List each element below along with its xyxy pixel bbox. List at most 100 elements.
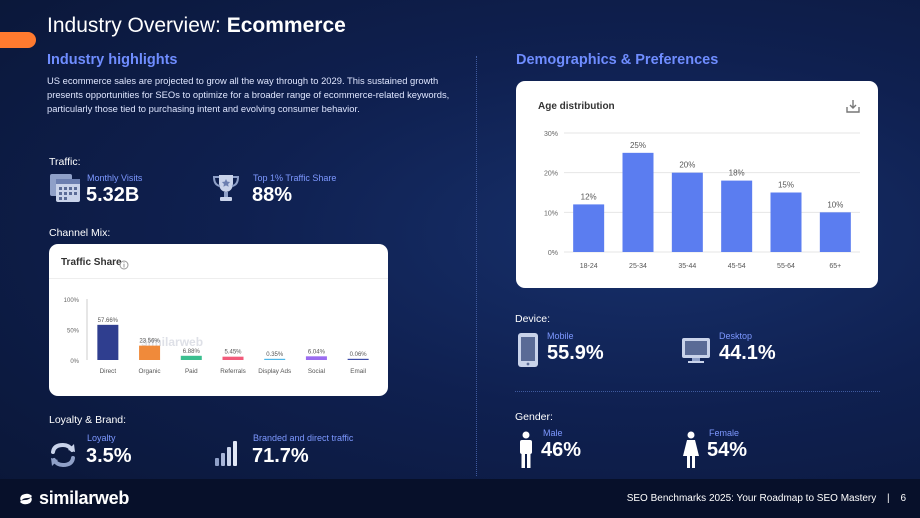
traffic-share-card: Traffic Share 100% 50% 0% similarweb 57.66% D… <box>49 244 388 396</box>
y-tick-label: 50% <box>67 329 80 335</box>
data-label: 18% <box>729 169 745 178</box>
bar-display-ads <box>264 358 286 360</box>
bar-age-55-64 <box>770 192 802 252</box>
bar-referrals <box>222 356 244 360</box>
x-tick-label: 55-64 <box>777 263 795 270</box>
bar-paid <box>180 355 202 360</box>
y-tick-label: 100% <box>64 298 80 304</box>
branded-direct-label: Branded and direct traffic <box>253 433 354 443</box>
x-tick-label: 35-44 <box>678 263 696 270</box>
traffic-share-card-title: Traffic Share <box>61 257 122 268</box>
channel-mix-chart: 100% 50% 0% similarweb 57.66% Direct 23.56% Org… <box>64 298 369 375</box>
data-label: 57.66% <box>98 318 119 324</box>
bar-age-25-34 <box>622 152 654 252</box>
data-label: 12% <box>581 192 597 201</box>
loyalty-label: Loyalty <box>87 433 116 443</box>
calendar-icon <box>50 174 80 207</box>
bar-age-18-24 <box>573 204 605 252</box>
x-tick-label: 18-24 <box>580 263 598 270</box>
male-value: 46% <box>541 439 582 461</box>
x-tick-label: 25-34 <box>629 263 647 270</box>
bar-email <box>347 358 369 360</box>
data-label: 6.04% <box>308 349 326 355</box>
y-tick-label: 0% <box>548 250 558 257</box>
data-label: 15% <box>778 181 794 190</box>
y-tick-label: 20% <box>544 171 558 178</box>
y-tick-label: 30% <box>544 131 558 138</box>
similarweb-logo: similarweb <box>18 488 129 509</box>
accent-tab <box>0 32 36 48</box>
bar-age-35-44 <box>671 172 703 252</box>
watermark: similarweb <box>141 335 203 349</box>
data-label: 6.88% <box>183 349 201 355</box>
page-title: Industry Overview: Ecommerce <box>47 14 346 37</box>
industry-highlights-heading: Industry highlights <box>47 52 178 68</box>
similarweb-logo-icon <box>20 493 32 504</box>
column-divider <box>476 56 477 476</box>
refresh-icon <box>49 442 77 473</box>
x-tick-label: Social <box>308 368 325 375</box>
mobile-value: 55.9% <box>547 342 604 364</box>
device-gender-divider <box>515 391 880 392</box>
female-label: Female <box>709 428 740 438</box>
highlights-body: US ecommerce sales are projected to grow… <box>47 75 450 114</box>
x-tick-label: 45-54 <box>728 263 746 270</box>
female-value: 54% <box>707 439 748 461</box>
bar-age-45-54 <box>721 180 753 252</box>
mobile-label: Mobile <box>547 331 574 341</box>
data-label: 0.06% <box>350 352 368 358</box>
bar-age-65+ <box>819 212 851 252</box>
monthly-visits-label: Monthly Visits <box>87 173 143 183</box>
data-label: 25% <box>630 141 646 150</box>
channel-mix-label: Channel Mix: <box>49 227 111 239</box>
monthly-visits-value: 5.32B <box>86 184 140 206</box>
trophy-icon <box>212 173 240 208</box>
x-tick-label: Paid <box>185 368 198 375</box>
loyalty-brand-label: Loyalty & Brand: <box>49 414 127 426</box>
info-icon[interactable] <box>119 257 129 275</box>
x-tick-label: Email <box>350 368 366 375</box>
x-tick-label: 65+ <box>829 263 841 270</box>
desktop-label: Desktop <box>719 331 753 341</box>
x-tick-label: Organic <box>139 368 161 375</box>
age-distribution-chart: 30% 20% 10% 0% 12% 18-24 25% 25-34 20% 35-44 18% 45… <box>544 131 860 270</box>
desktop-value: 44.1% <box>719 342 776 364</box>
gender-label: Gender: <box>515 411 553 423</box>
data-label: 20% <box>679 161 695 170</box>
x-tick-label: Direct <box>100 368 117 375</box>
card-divider <box>49 278 388 279</box>
bar-social <box>305 356 327 360</box>
data-label: 5.45% <box>224 350 242 356</box>
age-distribution-card: Age distribution 30% 20% 10% 0% 12% 18-24 25% 2… <box>516 81 878 288</box>
traffic-share-label: Top 1% Traffic Share <box>253 173 337 183</box>
signal-bars-icon <box>215 440 239 471</box>
device-label: Device: <box>515 313 551 325</box>
branded-direct-value: 71.7% <box>252 445 309 467</box>
data-label: 0.35% <box>266 352 284 358</box>
female-icon <box>682 431 700 474</box>
footer-text: SEO Benchmarks 2025: Your Roadmap to SEO… <box>627 493 906 504</box>
y-tick-label: 10% <box>544 210 558 217</box>
male-label: Male <box>543 428 563 438</box>
traffic-label: Traffic: <box>49 156 81 168</box>
footer-title: SEO Benchmarks 2025: Your Roadmap to SEO… <box>626 493 877 504</box>
bar-organic <box>139 345 161 360</box>
x-tick-label: Referrals <box>220 368 246 375</box>
demographics-heading: Demographics & Preferences <box>516 52 719 68</box>
x-tick-label: Display Ads <box>258 368 291 375</box>
data-label: 23.56% <box>139 339 160 345</box>
age-distribution-title: Age distribution <box>538 101 615 112</box>
bar-direct <box>97 324 119 360</box>
y-tick-label: 0% <box>70 359 79 365</box>
male-icon <box>517 431 535 474</box>
loyalty-value: 3.5% <box>86 445 132 467</box>
traffic-share-value: 88% <box>252 184 293 206</box>
footer: similarweb SEO Benchmarks 2025: Your Roa… <box>0 479 920 518</box>
mobile-phone-icon <box>517 332 539 373</box>
footer-separator: | <box>887 493 890 504</box>
logo-text: similarweb <box>39 488 130 508</box>
download-icon[interactable] <box>846 99 860 118</box>
page-number: 6 <box>900 493 906 504</box>
desktop-icon <box>681 337 711 368</box>
data-label: 10% <box>827 200 843 209</box>
